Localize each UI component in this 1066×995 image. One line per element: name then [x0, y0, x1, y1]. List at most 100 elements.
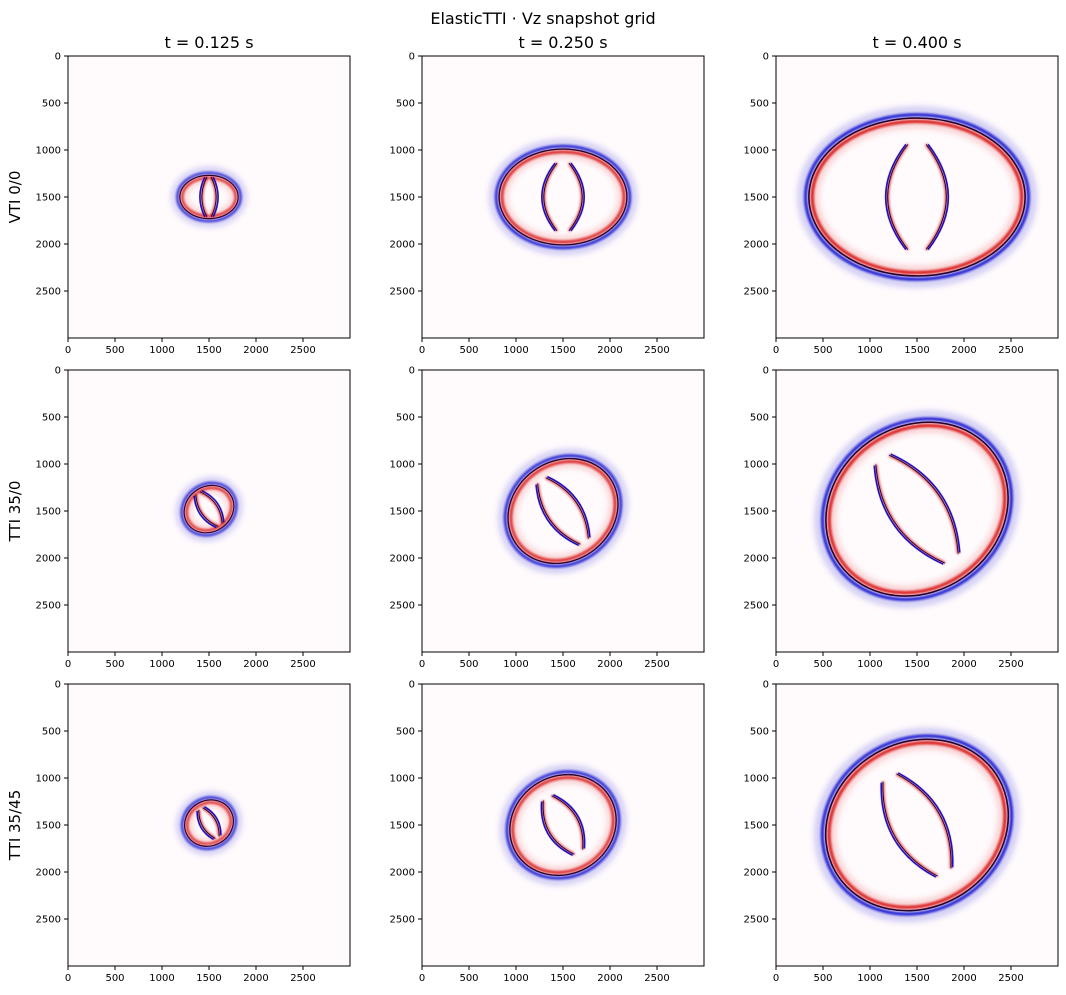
x-tick-label: 2000 [951, 345, 976, 356]
row-label: TTI 35/0 [6, 481, 24, 543]
x-tick-label: 1000 [149, 973, 174, 984]
x-tick-label: 2500 [998, 345, 1023, 356]
y-tick-label: 2500 [744, 601, 769, 612]
x-tick-label: 2000 [597, 973, 622, 984]
x-tick-label: 0 [773, 659, 779, 670]
wavefield [175, 476, 243, 542]
s-wavefront [884, 143, 950, 251]
y-tick-label: 2000 [390, 868, 415, 879]
x-tick-label: 2000 [243, 973, 268, 984]
x-tick-label: 1500 [196, 973, 221, 984]
x-tick-label: 1500 [196, 659, 221, 670]
y-tick-label: 1000 [36, 774, 61, 785]
y-tick-label: 2000 [390, 554, 415, 565]
y-tick-label: 1500 [36, 193, 61, 204]
s-wavefront [193, 489, 225, 529]
x-tick-label: 1000 [857, 973, 882, 984]
y-tick-label: 500 [396, 413, 415, 424]
s-wavefront [880, 772, 954, 878]
y-tick-label: 1000 [744, 146, 769, 157]
y-tick-label: 500 [396, 727, 415, 738]
y-tick-label: 500 [42, 99, 61, 110]
snapshot-panel: 0 500 1000 1500 2000 2500 0 500 1000 1500 2000 2500 [390, 366, 705, 670]
y-tick-label: 500 [42, 413, 61, 424]
x-tick-label: 1500 [550, 659, 575, 670]
panel-background [422, 684, 704, 966]
x-tick-label: 2000 [243, 659, 268, 670]
x-tick-label: 2500 [290, 659, 315, 670]
x-tick-label: 500 [813, 659, 832, 670]
s-wavefront [873, 453, 961, 565]
x-tick-label: 2000 [951, 973, 976, 984]
x-tick-label: 500 [459, 659, 478, 670]
column-title: t = 0.400 s [872, 33, 961, 52]
y-tick-label: 2000 [744, 240, 769, 251]
column-title: t = 0.125 s [164, 33, 253, 52]
row-label: TTI 35/45 [6, 790, 24, 861]
x-tick-label: 1500 [196, 345, 221, 356]
figure-suptitle: ElasticTTI · Vz snapshot grid [430, 9, 655, 28]
wavefield [814, 410, 1020, 608]
y-tick-label: 2000 [36, 554, 61, 565]
s-wavefront [541, 162, 585, 232]
y-tick-label: 0 [55, 680, 61, 691]
y-tick-label: 1000 [744, 460, 769, 471]
p-wavefront [171, 166, 247, 228]
y-tick-label: 1500 [36, 821, 61, 832]
x-tick-label: 500 [459, 973, 478, 984]
s-wavefront [540, 794, 586, 856]
wavefield [499, 764, 627, 886]
panel-grid: 0 500 1000 1500 2000 2500 0 500 1000 1500 2000 2500… [6, 33, 1059, 984]
y-tick-label: 1000 [390, 146, 415, 157]
p-wavefront [797, 106, 1037, 288]
y-tick-label: 0 [55, 366, 61, 377]
x-tick-label: 1000 [503, 345, 528, 356]
x-tick-label: 1000 [149, 345, 174, 356]
y-tick-label: 1000 [390, 774, 415, 785]
y-tick-label: 1500 [390, 507, 415, 518]
y-tick-label: 2000 [36, 240, 61, 251]
y-tick-label: 2500 [390, 601, 415, 612]
y-tick-label: 1500 [744, 193, 769, 204]
p-wavefront [176, 791, 242, 855]
y-tick-label: 2000 [744, 868, 769, 879]
x-tick-label: 2500 [644, 973, 669, 984]
y-tick-label: 500 [750, 413, 769, 424]
y-tick-label: 2000 [744, 554, 769, 565]
x-tick-label: 1500 [904, 345, 929, 356]
p-wavefront [497, 448, 629, 574]
wavefield [497, 448, 629, 574]
panel-background [68, 56, 350, 338]
x-tick-label: 500 [105, 659, 124, 670]
y-tick-label: 2000 [390, 240, 415, 251]
x-tick-label: 2500 [644, 659, 669, 670]
p-wavefront [175, 476, 243, 542]
y-tick-label: 0 [409, 52, 415, 63]
y-tick-label: 500 [42, 727, 61, 738]
x-tick-label: 1000 [857, 659, 882, 670]
p-wavefront [499, 764, 627, 886]
y-tick-label: 1500 [744, 821, 769, 832]
y-tick-label: 1500 [36, 507, 61, 518]
y-tick-label: 0 [409, 366, 415, 377]
wavefield [813, 727, 1021, 923]
y-tick-label: 2500 [744, 287, 769, 298]
x-tick-label: 2000 [951, 659, 976, 670]
x-tick-label: 1500 [550, 345, 575, 356]
x-tick-label: 2000 [243, 345, 268, 356]
p-wavefront [814, 410, 1020, 608]
y-tick-label: 0 [763, 680, 769, 691]
x-tick-label: 500 [813, 345, 832, 356]
x-tick-label: 2500 [290, 973, 315, 984]
x-tick-label: 500 [105, 973, 124, 984]
x-tick-label: 0 [419, 659, 425, 670]
x-tick-label: 0 [773, 345, 779, 356]
y-tick-label: 2500 [36, 601, 61, 612]
y-tick-label: 1500 [744, 507, 769, 518]
y-tick-label: 500 [750, 727, 769, 738]
s-wavefront [199, 176, 219, 218]
y-tick-label: 1000 [36, 146, 61, 157]
row-label: VTI 0/0 [6, 171, 24, 224]
y-tick-label: 0 [409, 680, 415, 691]
